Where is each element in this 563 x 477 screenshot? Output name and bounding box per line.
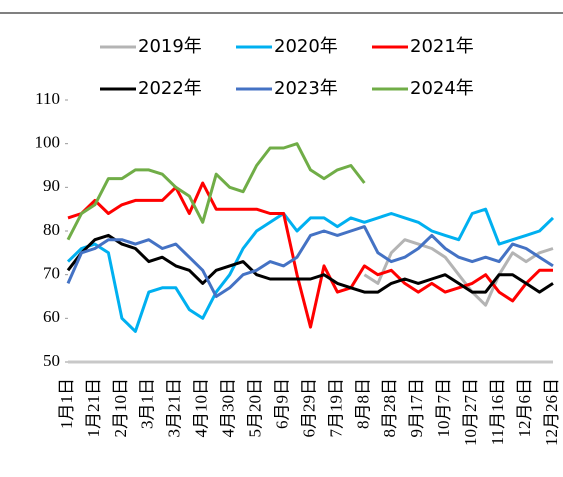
y-tick-label: 50	[43, 351, 60, 370]
x-tick-label: 8月28日	[380, 378, 399, 438]
x-tick-label: 4月30日	[219, 378, 238, 438]
legend-label: 2020年	[274, 36, 338, 57]
series-line	[66, 233, 554, 294]
series-line	[67, 181, 553, 329]
x-tick-label: 2月10日	[111, 378, 130, 438]
x-tick-label: 10月7日	[434, 378, 453, 438]
legend-label: 2019年	[138, 36, 202, 57]
series-line	[66, 142, 366, 241]
y-tick-label: 80	[43, 220, 60, 239]
x-tick-label: 6月29日	[299, 378, 318, 438]
x-tick-label: 9月17日	[407, 378, 426, 438]
x-tick-label: 11月16日	[488, 378, 507, 445]
x-tick-label: 3月21日	[165, 378, 184, 438]
x-tick-label: 3月1日	[138, 378, 157, 429]
legend-label: 2023年	[274, 78, 338, 99]
x-tick-label: 5月20日	[246, 378, 265, 438]
x-tick-label: 6月9日	[272, 378, 291, 429]
x-tick-label: 12月6日	[515, 378, 534, 438]
x-tick-label: 7月19日	[326, 378, 345, 438]
y-tick-label: 90	[43, 176, 60, 195]
series-line	[363, 238, 554, 307]
x-tick-label: 8月8日	[353, 378, 372, 429]
legend-label: 2021年	[410, 36, 474, 57]
y-tick-label: 60	[43, 307, 60, 326]
x-tick-label: 10月27日	[461, 378, 480, 446]
series-line	[66, 207, 555, 333]
x-tick-label: 1月1日	[57, 378, 76, 429]
series-line	[66, 225, 554, 298]
y-tick-label: 110	[35, 89, 60, 108]
x-tick-label: 12月26日	[542, 378, 561, 446]
y-tick-label: 70	[43, 264, 60, 283]
legend-label: 2022年	[138, 78, 202, 99]
y-tick-label: 100	[35, 133, 61, 152]
x-tick-label: 1月21日	[84, 378, 103, 438]
legend-label: 2024年	[410, 78, 474, 99]
x-tick-label: 4月10日	[192, 378, 211, 438]
